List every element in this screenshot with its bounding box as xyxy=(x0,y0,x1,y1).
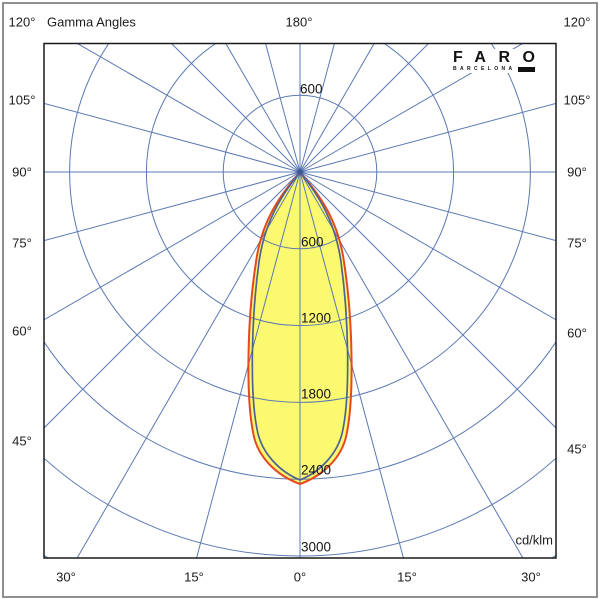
grid-ray xyxy=(299,43,375,173)
bottom-angle-15-right: 15° xyxy=(397,569,417,585)
left-angle-105: 105° xyxy=(8,92,36,108)
right-angle-75: 75° xyxy=(567,235,587,251)
grid-ray xyxy=(265,43,301,173)
beam-curve-c0-c180 xyxy=(247,170,353,486)
grid-ray xyxy=(299,43,524,173)
plot-border xyxy=(43,42,557,559)
right-angle-60: 60° xyxy=(567,325,587,341)
grid-ray xyxy=(299,171,556,429)
grid-ray xyxy=(225,43,301,173)
grid-ray xyxy=(44,171,301,321)
ring-label-2400: 2400 xyxy=(301,462,332,478)
right-angle-90: 90° xyxy=(567,164,587,180)
ring-label-3000: 3000 xyxy=(301,539,332,555)
right-angle-45: 45° xyxy=(567,441,587,457)
faro-logo-city: BARCELONA xyxy=(453,66,516,72)
grid-ray xyxy=(170,43,301,173)
bottom-angle-30-left: 30° xyxy=(56,569,76,585)
grid-ray xyxy=(44,171,301,242)
grid-ray xyxy=(299,171,524,558)
grid-ray xyxy=(299,171,556,242)
grid-ray xyxy=(44,171,301,429)
diagram-title: Gamma Angles xyxy=(47,14,136,30)
grid-ray xyxy=(196,171,301,558)
grid-ray xyxy=(76,43,301,173)
left-angle-45: 45° xyxy=(12,433,32,449)
faro-logo: FARO BARCELONA xyxy=(451,49,553,73)
grid-ray xyxy=(299,171,556,321)
left-angle-90: 90° xyxy=(12,164,32,180)
top-left-angle-label: 120° xyxy=(8,14,36,30)
unit-label: cd/klm xyxy=(515,532,553,548)
ring-label-1200: 1200 xyxy=(301,310,332,326)
bottom-angle-30-right: 30° xyxy=(521,569,541,585)
left-angle-60: 60° xyxy=(12,323,32,339)
faro-logo-sub: BARCELONA xyxy=(453,66,553,72)
bottom-angle-0: 0° xyxy=(293,569,307,585)
polar-center-point xyxy=(297,169,303,175)
grid-ray xyxy=(76,171,301,558)
ring-label-1800: 1800 xyxy=(301,386,332,402)
grid-ray xyxy=(299,102,556,173)
bottom-angle-15-left: 15° xyxy=(184,569,204,585)
faro-logo-underline-bar xyxy=(517,67,535,72)
faro-logo-name: FARO xyxy=(453,49,548,66)
ring-label-600: 600 xyxy=(301,234,324,250)
grid-ray xyxy=(44,102,301,173)
top-right-angle-label: 120° xyxy=(563,14,591,30)
right-angle-105: 105° xyxy=(563,92,591,108)
beam-curve-c90-c270 xyxy=(251,170,349,481)
ring-label-600-top: 600 xyxy=(300,81,323,97)
left-angle-75: 75° xyxy=(12,235,32,251)
grid-ray xyxy=(299,43,430,173)
grid-ray xyxy=(299,43,335,173)
top-center-angle-label: 180° xyxy=(285,14,313,30)
grid-ray xyxy=(299,171,404,558)
